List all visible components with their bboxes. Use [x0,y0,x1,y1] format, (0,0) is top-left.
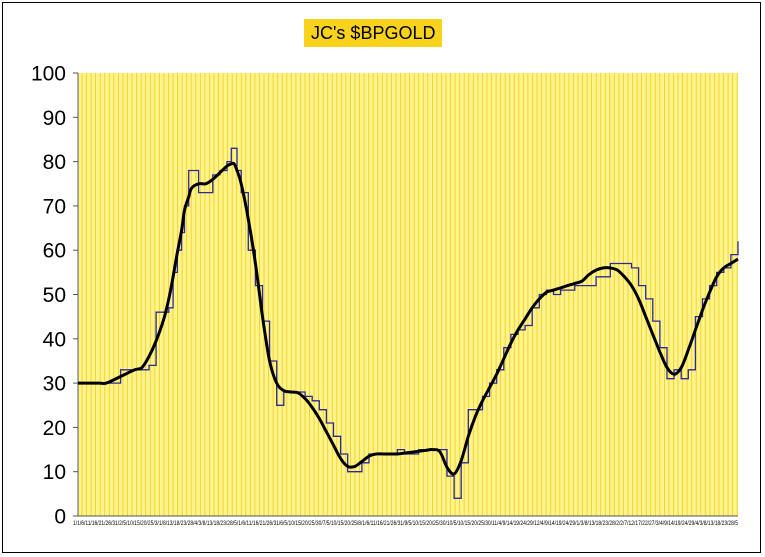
y-tick-label: 50 [43,284,66,307]
chart-title: JC's $BPGOLD [304,19,443,47]
y-tick-label: 10 [43,461,66,484]
y-tick-label: 30 [43,373,66,396]
grid-lines [81,73,738,516]
y-tick-label: 70 [43,195,66,218]
x-axis: 1/1/6/11/16/21/26/31/2/5/10/15/20/25/3/1… [73,515,739,527]
y-tick-label: 0 [54,506,66,529]
x-tick-labels: 1/1/6/11/16/21/26/31/2/5/10/15/20/25/3/1… [73,521,739,527]
y-tick-label: 40 [43,328,66,351]
y-tick-label: 90 [43,107,66,130]
smoothed-series-line [77,161,739,476]
plot-area [78,73,738,516]
y-tick-label: 20 [43,417,66,440]
y-axis: 0 10 20 30 40 50 60 70 80 90 100 [31,63,79,529]
y-tick-label: 100 [31,63,66,86]
y-tick-label: 60 [43,240,66,263]
y-tick-label: 80 [43,151,66,174]
raw-series-line [78,147,739,499]
series-layer [77,147,739,499]
